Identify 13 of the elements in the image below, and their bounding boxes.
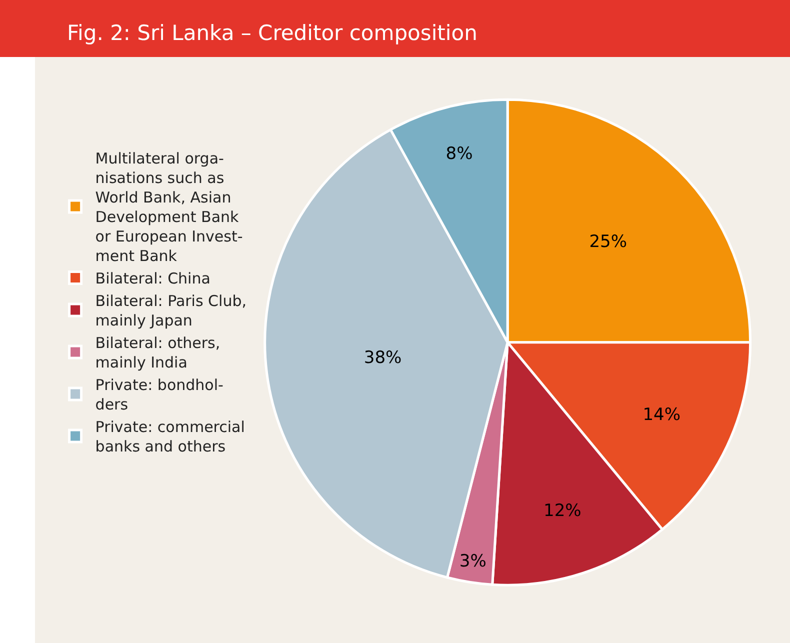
data-label: 8% (446, 144, 473, 164)
data-label: 25% (589, 232, 628, 252)
data-label: 38% (364, 348, 402, 368)
legend-label: Private: commercial banks and others (95, 418, 245, 456)
data-label: 14% (642, 404, 681, 425)
data-label: 3% (459, 552, 486, 572)
legend-label: Bilateral: China (95, 270, 210, 288)
data-label: 12% (544, 501, 582, 522)
legend-label: Bilateral: others, mainly India (95, 334, 220, 372)
legend-label: Bilateral: Paris Club, mainly Japan (95, 292, 247, 330)
legend-label: Multilateral orga- nisations such as World Bank, Asian Development Bank or European Invest- ment Bank (95, 150, 243, 266)
legend-label: Private: bondhol- ders (95, 376, 224, 414)
chart-title: Fig. 2: Sri Lanka – Creditor composition (67, 21, 478, 45)
